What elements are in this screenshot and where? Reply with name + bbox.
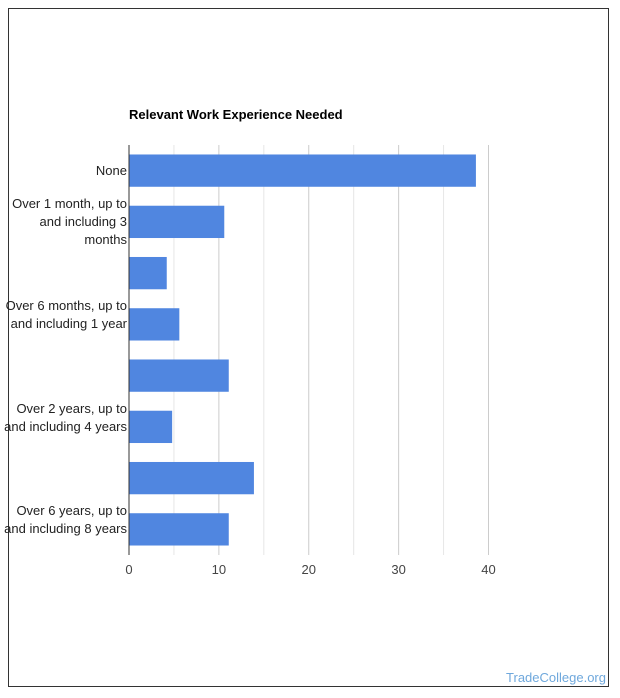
x-tick-label: 20	[302, 562, 316, 577]
y-tick-label: Over 6 months, up to and including 1 yea…	[5, 298, 127, 332]
bar	[129, 205, 225, 239]
x-tick-label: 10	[212, 562, 226, 577]
y-tick-label: Over 1 month, up to and including 3 mont…	[12, 195, 127, 247]
x-tick-label: 30	[391, 562, 405, 577]
y-tick-label: None	[95, 162, 127, 178]
bar	[129, 461, 254, 495]
bar	[129, 513, 229, 546]
bar	[129, 410, 173, 444]
chart-title: Relevant Work Experience Needed	[129, 107, 343, 122]
bar	[129, 154, 476, 187]
x-tick-label: 0	[125, 562, 132, 577]
y-tick-label: Over 6 years, up to and including 8 year…	[4, 503, 127, 537]
x-tick-label: 40	[481, 562, 495, 577]
bar	[129, 359, 229, 392]
y-tick-label: Over 2 years, up to and including 4 year…	[4, 400, 127, 434]
watermark-link[interactable]: TradeCollege.org	[506, 670, 606, 685]
bar	[129, 256, 167, 290]
bar	[129, 308, 180, 341]
chart-frame	[8, 8, 609, 687]
